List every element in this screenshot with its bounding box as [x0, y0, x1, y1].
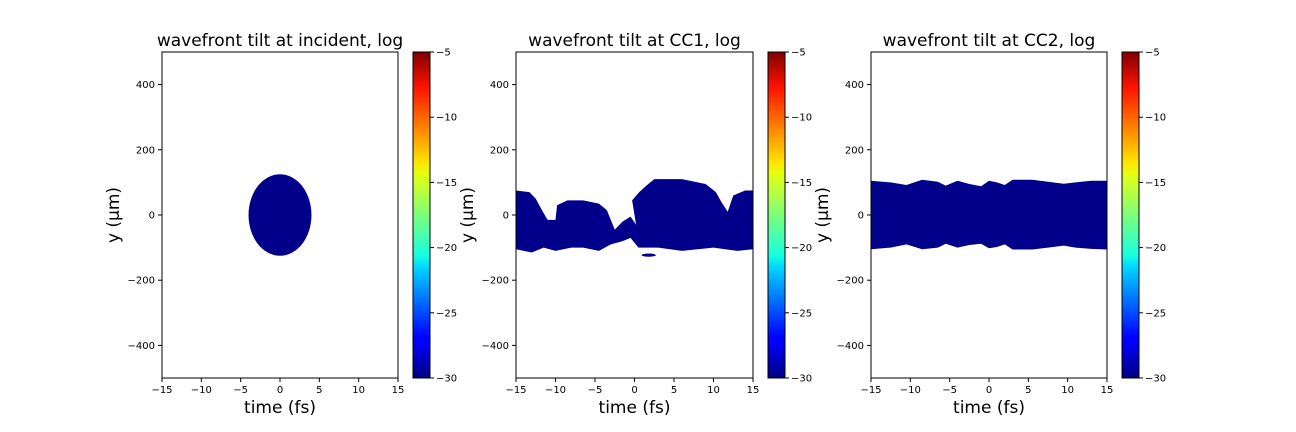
y-axis-label: y (μm) [104, 187, 124, 243]
x-tick-label: −10 [545, 385, 566, 396]
x-tick-label: 0 [986, 385, 992, 396]
colorbar-tick-label: −15 [791, 178, 812, 189]
x-tick-label: −10 [900, 385, 921, 396]
colorbar-tick-label: −10 [791, 113, 812, 124]
y-tick-label: −200 [837, 276, 864, 287]
x-tick-label: 10 [1061, 385, 1074, 396]
colorbar-tick-label: −5 [1145, 48, 1160, 59]
subplot-2: −15 −10 −5 0 5 10 15 400 200 0 −200 −400 wavefront t… [458, 31, 812, 418]
colorbar-tick-label: −10 [1145, 113, 1166, 124]
chart-title: wavefront tilt at CC1, log [528, 31, 741, 51]
y-tick-label: −200 [482, 276, 509, 287]
x-tick-label: 15 [747, 385, 760, 396]
x-axis-label: time (fs) [599, 398, 671, 418]
y-tick-label: 400 [490, 80, 509, 91]
colorbar: −5 −10 −15 −20 −25 −30 [1121, 48, 1166, 385]
y-tick-label: −400 [128, 341, 155, 352]
x-tick-label: 5 [316, 385, 322, 396]
filled-region-1 [871, 179, 1107, 250]
y-tick-label: −200 [128, 276, 155, 287]
x-tick-label: −5 [942, 385, 957, 396]
colorbar-tick-label: −5 [436, 48, 451, 59]
colorbar-tick-label: −20 [1145, 243, 1166, 254]
y-tick-label: 0 [149, 211, 155, 222]
colorbar-tick-label: −30 [1145, 374, 1166, 385]
filled-region-1 [516, 179, 753, 253]
x-tick-label: −15 [860, 385, 881, 396]
colorbar-gradient [768, 52, 785, 378]
colorbar-tick-label: −30 [436, 374, 457, 385]
subplot-1: −15 −10 −5 0 5 10 15 400 200 0 −200 −400 wavefront t… [104, 31, 457, 418]
x-tick-label: 10 [352, 385, 365, 396]
y-tick-label: 200 [490, 145, 509, 156]
colorbar-gradient [413, 52, 430, 378]
colorbar-tick-label: −25 [1145, 308, 1166, 319]
colorbar-tick-label: −25 [436, 308, 457, 319]
colorbar: −5 −10 −15 −20 −25 −30 [767, 48, 812, 385]
y-tick-label: 0 [503, 211, 509, 222]
x-tick-label: 10 [707, 385, 720, 396]
y-tick-label: 200 [845, 145, 864, 156]
filled-region-2 [641, 253, 656, 257]
colorbar-tick-label: −25 [791, 308, 812, 319]
subplot-3: −15 −10 −5 0 5 10 15 400 200 0 −200 −400 wavefront t… [813, 31, 1166, 418]
y-tick-label: 200 [136, 145, 155, 156]
chart-title: wavefront tilt at CC2, log [883, 31, 1096, 51]
colorbar-tick-label: −15 [436, 178, 457, 189]
x-tick-label: −15 [505, 385, 526, 396]
y-tick-label: 0 [858, 211, 864, 222]
x-tick-label: 15 [1101, 385, 1114, 396]
y-axis-label: y (μm) [813, 187, 833, 243]
y-tick-label: −400 [837, 341, 864, 352]
colorbar-frame [767, 51, 786, 379]
y-axis-label: y (μm) [458, 187, 478, 243]
colorbar-tick-label: −5 [791, 48, 806, 59]
x-tick-label: −5 [588, 385, 603, 396]
x-tick-label: 0 [631, 385, 637, 396]
y-tick-label: −400 [482, 341, 509, 352]
y-tick-label: 400 [136, 80, 155, 91]
x-tick-label: 0 [277, 385, 283, 396]
x-axis-label: time (fs) [953, 398, 1025, 418]
y-tick-label: 400 [845, 80, 864, 91]
x-tick-label: −5 [233, 385, 248, 396]
colorbar-tick-label: −20 [791, 243, 812, 254]
colorbar: −5 −10 −15 −20 −25 −30 [412, 48, 457, 385]
x-tick-label: −10 [191, 385, 212, 396]
x-tick-label: 15 [392, 385, 405, 396]
x-tick-label: −15 [151, 385, 172, 396]
colorbar-tick-label: −20 [436, 243, 457, 254]
chart-title: wavefront tilt at incident, log [157, 31, 403, 51]
filled-region-1 [248, 174, 312, 256]
x-tick-label: 5 [671, 385, 677, 396]
colorbar-frame [1121, 51, 1140, 379]
x-tick-label: 5 [1025, 385, 1031, 396]
colorbar-gradient [1122, 52, 1139, 378]
colorbar-tick-label: −15 [1145, 178, 1166, 189]
colorbar-tick-label: −10 [436, 113, 457, 124]
x-axis-label: time (fs) [244, 398, 316, 418]
colorbar-frame [412, 51, 431, 379]
colorbar-tick-label: −30 [791, 374, 812, 385]
